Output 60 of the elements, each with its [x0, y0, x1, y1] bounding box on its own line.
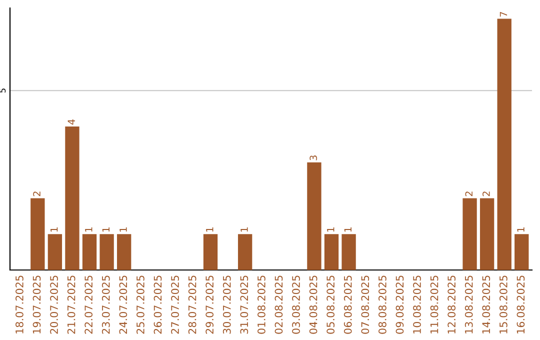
x-tick-label: 23.07.2025 — [102, 276, 110, 334]
x-tick-label: 28.07.2025 — [188, 276, 196, 334]
data-label: 1 — [240, 227, 248, 232]
x-tick-label: 02.08.2025 — [274, 276, 283, 334]
bar — [342, 234, 356, 270]
x-tick-label: 15.08.2025 — [499, 276, 508, 334]
x-tick-label: 24.07.2025 — [119, 276, 128, 334]
x-tick-label: 19.07.2025 — [32, 276, 41, 334]
bar — [30, 198, 45, 270]
bar — [116, 234, 132, 270]
x-tick-label: 22.07.2025 — [84, 276, 93, 334]
x-tick-label: 14.08.2025 — [482, 276, 490, 334]
bar — [480, 198, 494, 270]
bar — [497, 18, 512, 270]
x-tick-label: 13.08.2025 — [464, 276, 473, 334]
x-tick-label: 01.08.2025 — [258, 276, 266, 334]
data-label: 1 — [85, 227, 92, 232]
bar — [82, 234, 97, 270]
x-tick-label: 18.07.2025 — [16, 276, 24, 334]
bar — [48, 234, 62, 270]
x-tick-label: 25.07.2025 — [136, 276, 144, 334]
data-label: 2 — [465, 192, 472, 196]
x-tick-label: 20.07.2025 — [50, 276, 58, 334]
bar — [238, 234, 252, 270]
data-label: 4 — [68, 119, 75, 125]
bar — [307, 162, 322, 270]
x-tick-label: 30.07.2025 — [222, 276, 231, 334]
bar — [514, 234, 529, 270]
x-tick-label: 03.08.2025 — [292, 276, 300, 334]
bar — [462, 198, 477, 270]
data-label: 7 — [500, 12, 508, 17]
bar — [324, 234, 339, 270]
x-tick-label: 26.07.2025 — [154, 276, 162, 334]
bar — [203, 234, 218, 270]
x-tick-label: 16.08.2025 — [516, 276, 525, 334]
x-tick-label: 21.07.2025 — [67, 276, 76, 334]
data-label: 2 — [33, 192, 40, 196]
bar — [100, 234, 114, 270]
data-label: 2 — [482, 192, 490, 196]
bar — [65, 126, 80, 270]
data-label: 1 — [50, 227, 58, 232]
data-label: 1 — [206, 227, 214, 232]
x-tick-label: 04.08.2025 — [309, 276, 318, 334]
x-tick-label: 07.08.2025 — [361, 276, 370, 334]
x-tick-label: 08.08.2025 — [378, 276, 386, 334]
data-label: 1 — [344, 227, 352, 232]
data-label: 1 — [327, 227, 334, 232]
data-label: 1 — [120, 227, 127, 232]
x-tick-label: 27.07.2025 — [171, 276, 179, 334]
x-tick-label: 09.08.2025 — [396, 276, 404, 334]
data-label: 1 — [517, 227, 524, 232]
x-tick-label: 29.07.2025 — [206, 276, 214, 334]
x-tick-label: 31.07.2025 — [240, 276, 248, 334]
data-label: 3 — [310, 156, 318, 160]
x-tick-label: 10.08.2025 — [413, 276, 421, 334]
x-tick-label: 05.08.2025 — [326, 276, 335, 334]
data-label: 1 — [102, 227, 110, 232]
x-tick-label: 11.08.2025 — [430, 276, 438, 334]
x-tick-label: 12.08.2025 — [448, 276, 456, 334]
x-tick-label: 06.08.2025 — [344, 276, 352, 334]
